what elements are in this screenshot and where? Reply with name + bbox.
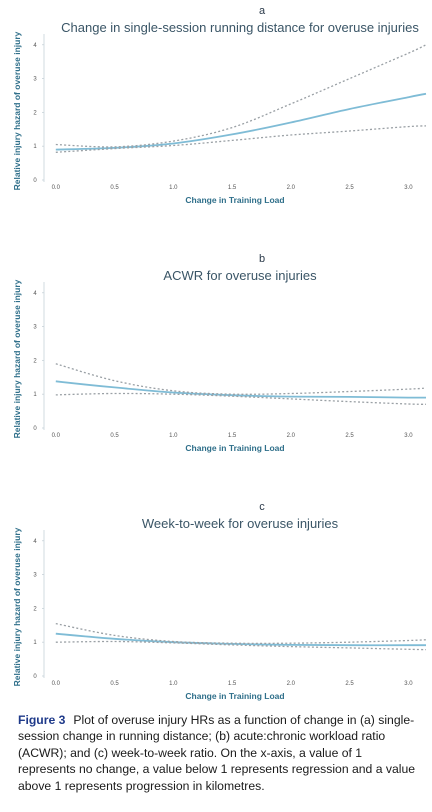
series-upper-line <box>55 44 427 148</box>
x-tick-label: 1.0 <box>169 433 178 439</box>
figure-caption: Figure 3 Plot of overuse injury HRs as a … <box>18 712 418 794</box>
x-tick-label: 3.0 <box>404 185 413 191</box>
y-tick-label: 2 <box>33 606 37 612</box>
series-estimate-line <box>55 632 426 647</box>
y-tick-label: 1 <box>33 640 37 646</box>
x-tick-label: 0.0 <box>52 681 61 687</box>
caption-text: Plot of overuse injury HRs as a function… <box>18 713 416 793</box>
y-tick-label: 4 <box>33 539 37 545</box>
x-axis-label: Change in Training Load <box>185 691 284 701</box>
y-tick-label: 3 <box>33 573 37 579</box>
series-lower-line <box>55 392 427 405</box>
y-axis-label: Relative injury hazard of overuse injury <box>12 31 22 190</box>
figure-label: Figure 3 <box>18 713 66 727</box>
series-lower-line <box>55 640 427 651</box>
x-tick-label: 0.5 <box>110 185 119 191</box>
x-tick-label: 0.0 <box>52 433 61 439</box>
x-tick-label: 2.5 <box>345 185 354 191</box>
x-tick-label: 2.0 <box>287 185 296 191</box>
y-tick-label: 3 <box>33 325 37 331</box>
x-tick-label: 2.0 <box>287 681 296 687</box>
series-estimate-line <box>55 92 427 151</box>
y-axis-label: Relative injury hazard of overuse injury <box>12 527 22 686</box>
series-upper-line <box>55 622 427 645</box>
chart-title-b: ACWR for overuse injuries <box>163 268 317 283</box>
series-upper-line <box>55 363 427 395</box>
series-estimate-line <box>55 380 427 399</box>
panel-letter-b: b <box>259 253 265 265</box>
panel-letter-a: a <box>259 5 266 17</box>
y-tick-label: 2 <box>33 358 37 364</box>
chart-panel-b: b ACWR for overuse injuries 0 1 2 3 4 0.0 0.5 1.0… <box>12 253 427 453</box>
x-tick-label: 1.5 <box>228 681 237 687</box>
y-tick-label: 0 <box>33 178 37 184</box>
x-tick-label: 0.0 <box>52 185 61 191</box>
chart-title-a: Change in single-session running distanc… <box>61 20 419 35</box>
y-tick-label: 2 <box>33 110 37 116</box>
y-tick-label: 3 <box>33 77 37 83</box>
x-tick-label: 0.5 <box>110 433 119 439</box>
x-tick-label: 1.5 <box>228 433 237 439</box>
x-tick-label: 1.5 <box>228 185 237 191</box>
chart-panel-a: a Change in single-session running distan… <box>12 5 427 205</box>
x-tick-label: 1.0 <box>169 185 178 191</box>
y-tick-label: 1 <box>33 392 37 398</box>
x-tick-label: 3.0 <box>404 681 413 687</box>
x-tick-label: 3.0 <box>404 433 413 439</box>
panel-letter-c: c <box>259 501 265 513</box>
x-axis-label: Change in Training Load <box>185 443 284 453</box>
x-tick-label: 1.0 <box>169 681 178 687</box>
chart-title-c: Week-to-week for overuse injuries <box>142 516 339 531</box>
x-tick-label: 2.5 <box>345 433 354 439</box>
y-tick-label: 1 <box>33 144 37 150</box>
x-tick-label: 2.5 <box>345 681 354 687</box>
series-lower-line <box>55 125 427 153</box>
y-axis-label: Relative injury hazard of overuse injury <box>12 279 22 438</box>
x-tick-label: 0.5 <box>110 681 119 687</box>
y-tick-label: 0 <box>33 426 37 432</box>
x-axis-label: Change in Training Load <box>185 195 284 205</box>
y-tick-label: 0 <box>33 674 37 680</box>
chart-panel-c: c Week-to-week for overuse injuries 0 1 2 3 4 0… <box>12 501 427 701</box>
y-tick-label: 4 <box>33 291 37 297</box>
x-tick-label: 2.0 <box>287 433 296 439</box>
y-tick-label: 4 <box>33 43 37 49</box>
